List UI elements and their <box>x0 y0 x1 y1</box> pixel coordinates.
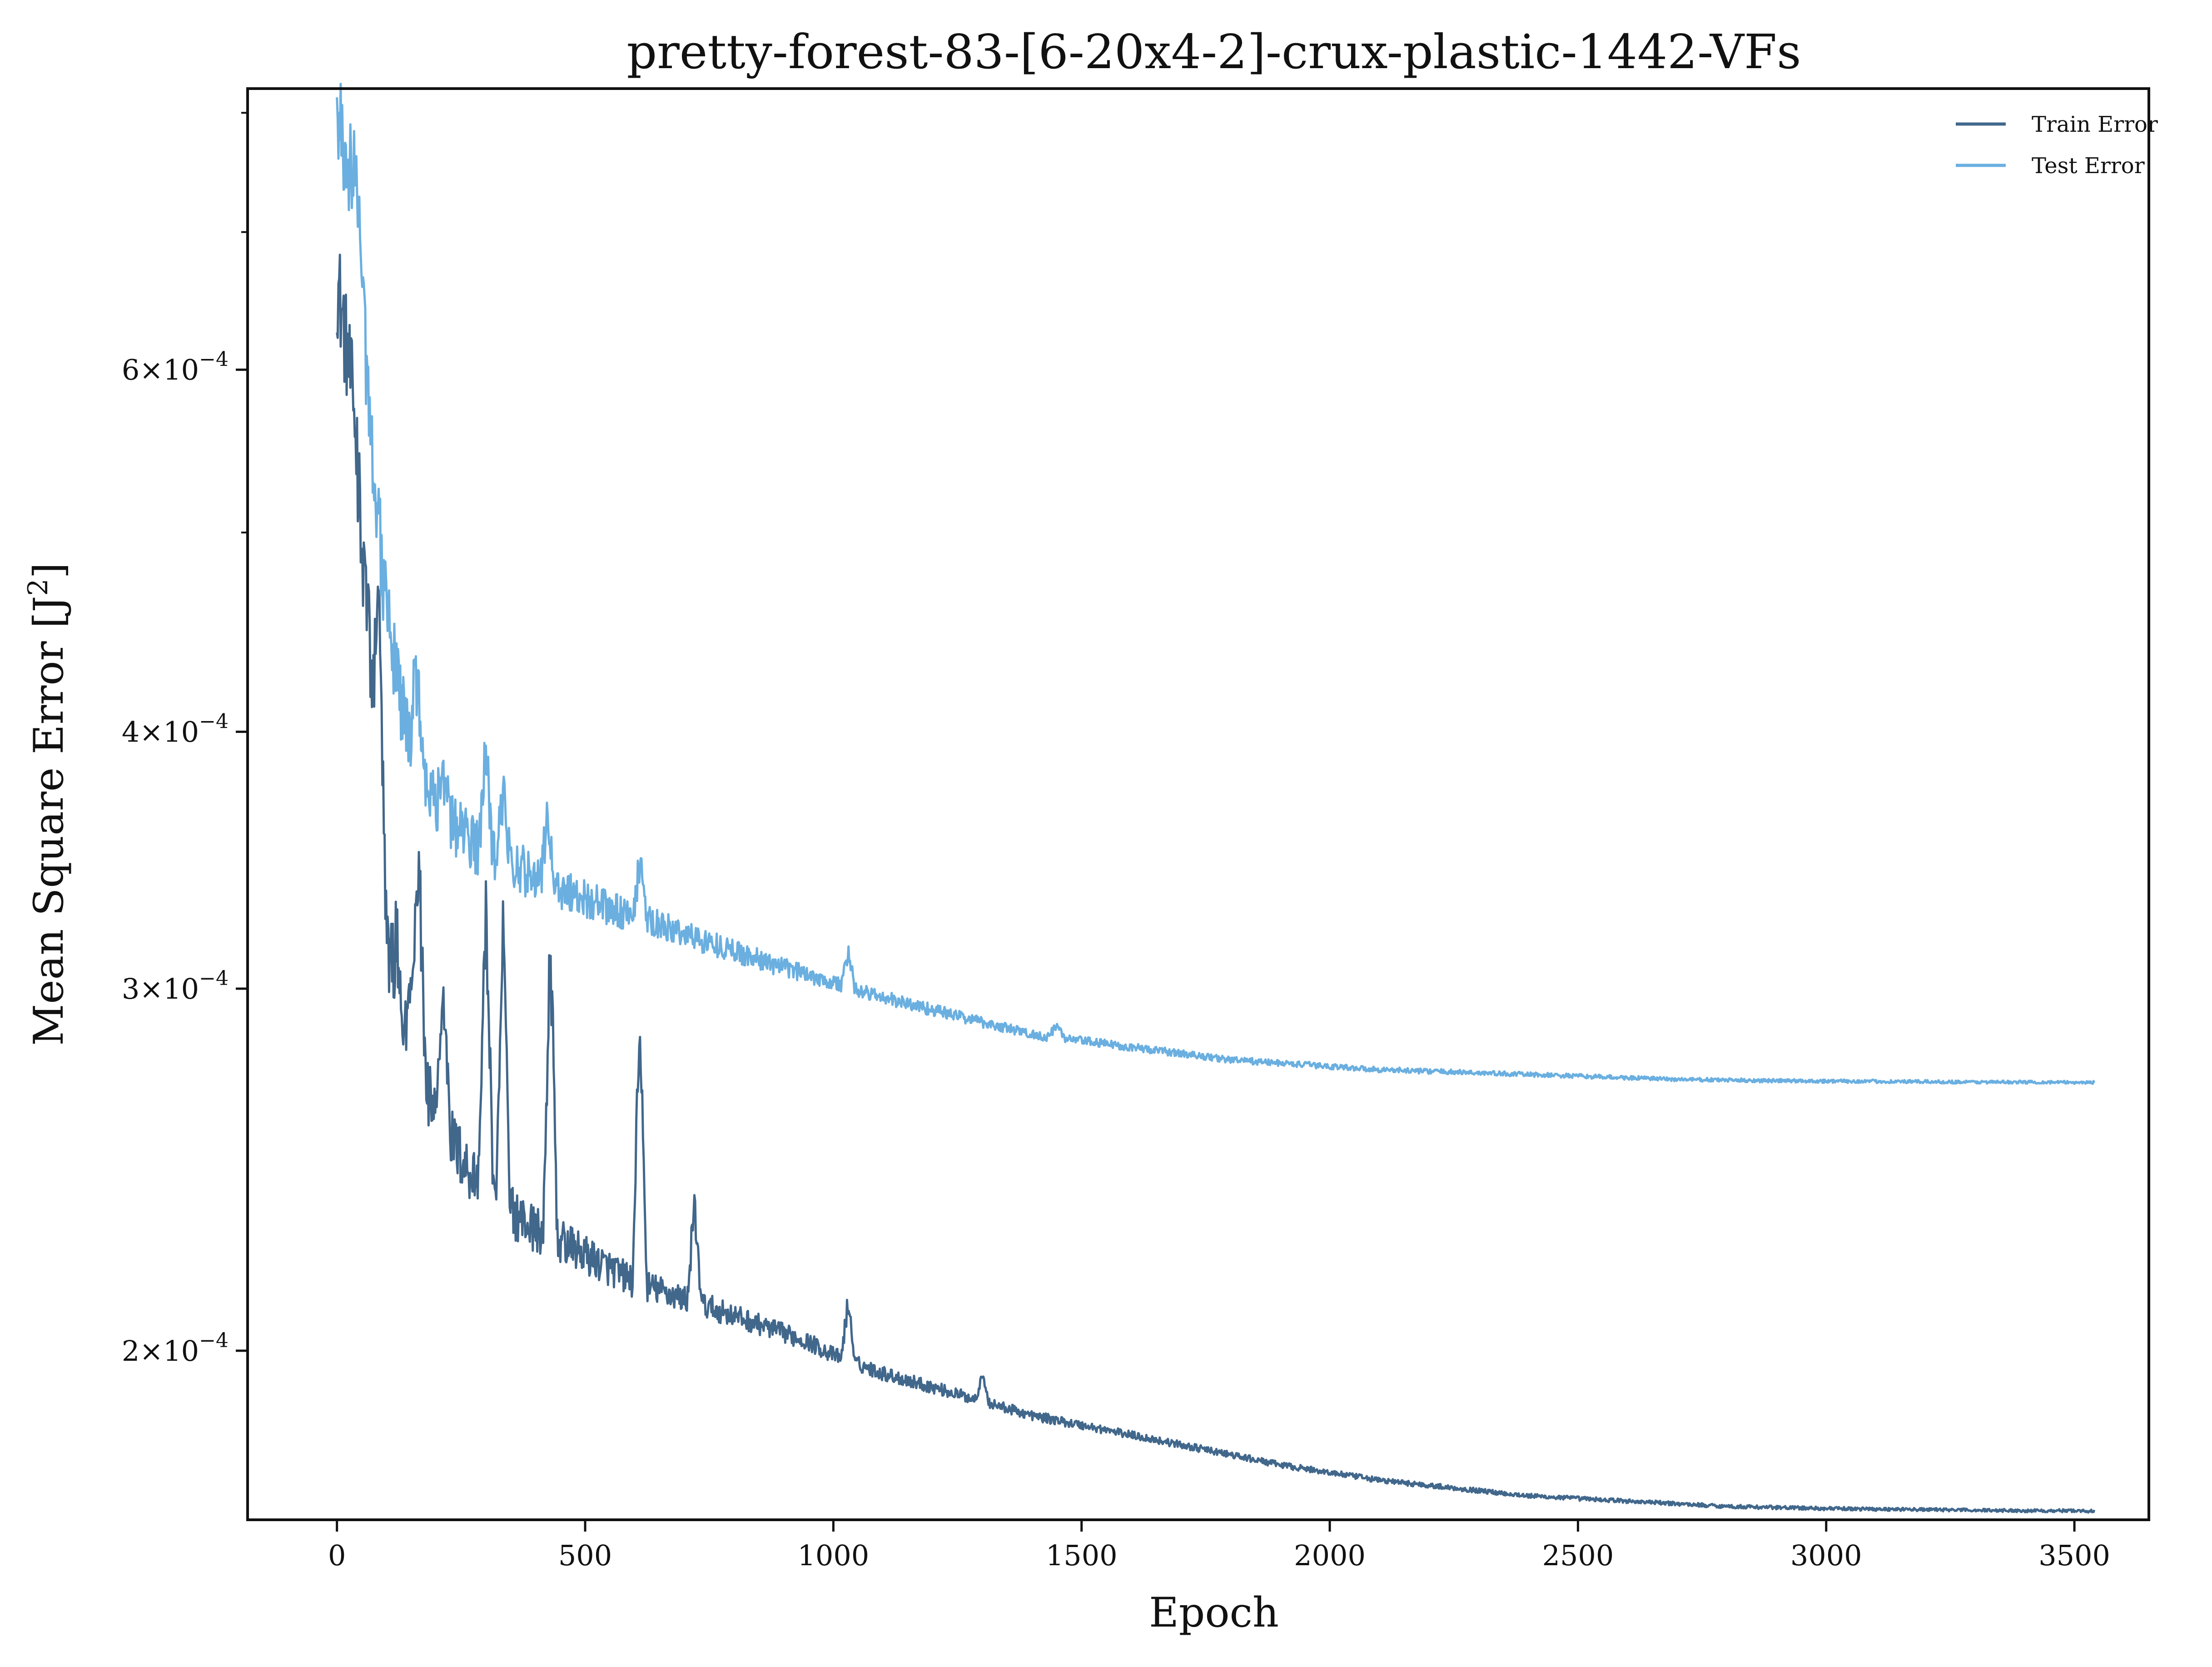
x-tick-label: 2500 <box>1542 1539 1614 1572</box>
plot-area <box>246 83 2150 1521</box>
series-layer <box>336 83 2096 1514</box>
series-line-test-error <box>336 83 2096 1085</box>
y-axis-label-superscript: 2 <box>22 578 54 596</box>
y-tick-exponent: −4 <box>199 710 229 733</box>
x-axis-label: Epoch <box>1149 1589 1279 1637</box>
y-tick-mantissa: 3 <box>122 972 139 1005</box>
y-tick-exponent: −4 <box>199 348 229 371</box>
y-axis-label-end: ] <box>25 562 73 578</box>
y-tick-times: ×10 <box>139 716 199 749</box>
y-tick-label: 4×10−4 <box>122 710 229 749</box>
y-tick-mantissa: 2 <box>122 1334 139 1368</box>
chart-title: pretty-forest-83-[6-20x4-2]-crux-plastic… <box>627 24 1801 80</box>
legend-label-test-error: Test Error <box>2032 153 2145 179</box>
x-axis-ticks: 0 500 1000 1500 2000 2500 3000 3500 <box>328 1520 2110 1572</box>
y-tick-mantissa: 6 <box>122 353 139 387</box>
y-tick-label: 2×10−4 <box>122 1329 229 1368</box>
series-line-train-error <box>336 254 2096 1514</box>
legend-label-train-error: Train Error <box>2032 112 2158 137</box>
x-tick-label: 2000 <box>1294 1539 1366 1572</box>
y-axis-ticks: 2×10−43×10−44×10−46×10−4 <box>122 112 248 1368</box>
y-axis-label: Mean Square Error [J2] <box>22 562 73 1046</box>
x-tick-label: 1500 <box>1046 1539 1118 1572</box>
y-tick-exponent: −4 <box>199 967 229 990</box>
x-tick-label: 0 <box>328 1539 346 1572</box>
y-axis-label-base: Mean Square Error [J <box>25 596 73 1046</box>
y-tick-mantissa: 4 <box>122 716 139 749</box>
x-tick-label: 3500 <box>2038 1539 2110 1572</box>
x-tick-label: 500 <box>558 1539 612 1572</box>
x-tick-label: 1000 <box>797 1539 869 1572</box>
y-tick-times: ×10 <box>139 972 199 1005</box>
y-tick-label: 6×10−4 <box>122 348 229 387</box>
axes-frame <box>246 87 2150 1521</box>
legend: Train Error Test Error <box>1956 112 2158 179</box>
y-tick-times: ×10 <box>139 353 199 387</box>
y-tick-label: 3×10−4 <box>122 967 229 1005</box>
y-tick-exponent: −4 <box>199 1329 229 1352</box>
y-tick-times: ×10 <box>139 1334 199 1368</box>
x-tick-label: 3000 <box>1790 1539 1862 1572</box>
